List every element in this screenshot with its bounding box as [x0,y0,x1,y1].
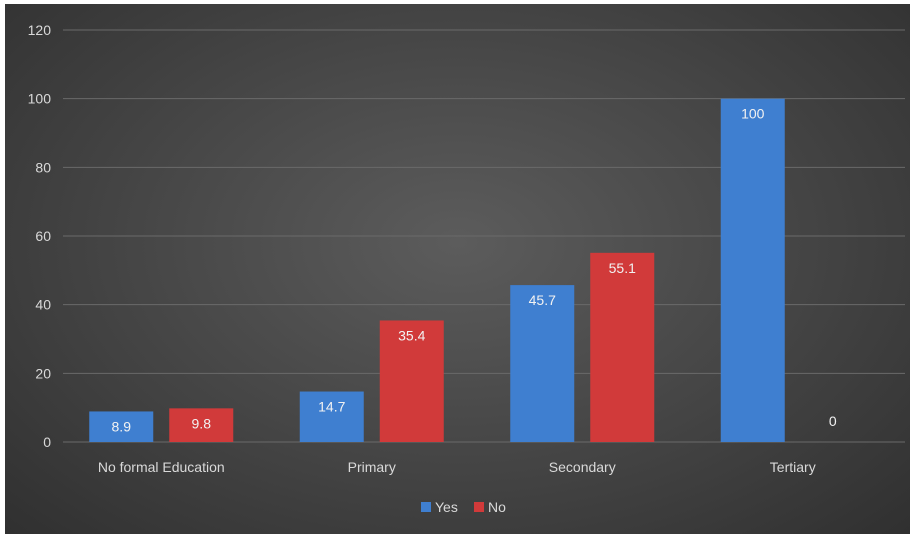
y-tick-label: 80 [35,159,51,175]
bar [590,252,655,442]
y-tick-label: 120 [28,22,52,38]
bar-chart: 0 20 40 60 80 100 120 8.9 9.8 14.7 35.4 45.7 55.1 10… [28,22,905,515]
y-tick-label: 60 [35,228,51,244]
data-label: 35.4 [398,327,425,343]
data-label: 45.7 [529,292,556,308]
x-axis-labels: No formal Education Primary Secondary Terti… [98,459,816,475]
legend: Yes No [421,499,506,515]
data-label: 14.7 [318,399,345,415]
bar [299,391,364,442]
chart-area: 0 20 40 60 80 100 120 8.9 9.8 14.7 35.4 45.7 55.1 10… [5,4,910,534]
y-axis-ticks: 0 20 40 60 80 100 120 [28,22,52,450]
y-tick-label: 40 [35,297,51,313]
bars: 8.9 9.8 14.7 35.4 45.7 55.1 100 0 [89,98,837,443]
x-tick-label: Tertiary [770,459,816,475]
bar [89,411,154,442]
legend-label: No [488,499,506,515]
y-tick-label: 100 [28,91,52,107]
x-tick-label: No formal Education [98,459,225,475]
y-tick-label: 0 [43,434,51,450]
gridlines [63,29,905,443]
bar [510,285,575,442]
data-label: 55.1 [609,260,636,276]
x-tick-label: Secondary [549,459,616,475]
data-label: 0 [829,413,837,429]
bar [379,320,444,442]
data-label: 100 [741,106,765,122]
bar [720,98,785,443]
legend-swatch [474,502,484,512]
legend-label: Yes [435,499,458,515]
y-tick-label: 20 [35,365,51,381]
legend-swatch [421,502,431,512]
x-tick-label: Primary [348,459,396,475]
data-label: 9.8 [192,415,212,431]
data-label: 8.9 [112,418,132,434]
bar [169,408,234,442]
